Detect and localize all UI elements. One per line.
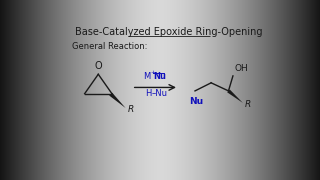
- Text: Base-Catalyzed Epoxide Ring-Opening: Base-Catalyzed Epoxide Ring-Opening: [75, 27, 263, 37]
- Text: General Reaction:: General Reaction:: [72, 42, 148, 51]
- Text: +: +: [151, 70, 156, 75]
- Polygon shape: [227, 89, 243, 103]
- Text: –Nu: –Nu: [151, 89, 167, 98]
- Polygon shape: [109, 93, 125, 108]
- Text: R: R: [128, 105, 134, 114]
- Text: O: O: [94, 62, 102, 71]
- Text: OH: OH: [234, 64, 248, 73]
- Text: Nu: Nu: [153, 72, 166, 81]
- Text: H: H: [145, 89, 152, 98]
- Text: R: R: [245, 100, 251, 109]
- Text: M: M: [143, 72, 150, 81]
- Text: Nu: Nu: [189, 97, 203, 106]
